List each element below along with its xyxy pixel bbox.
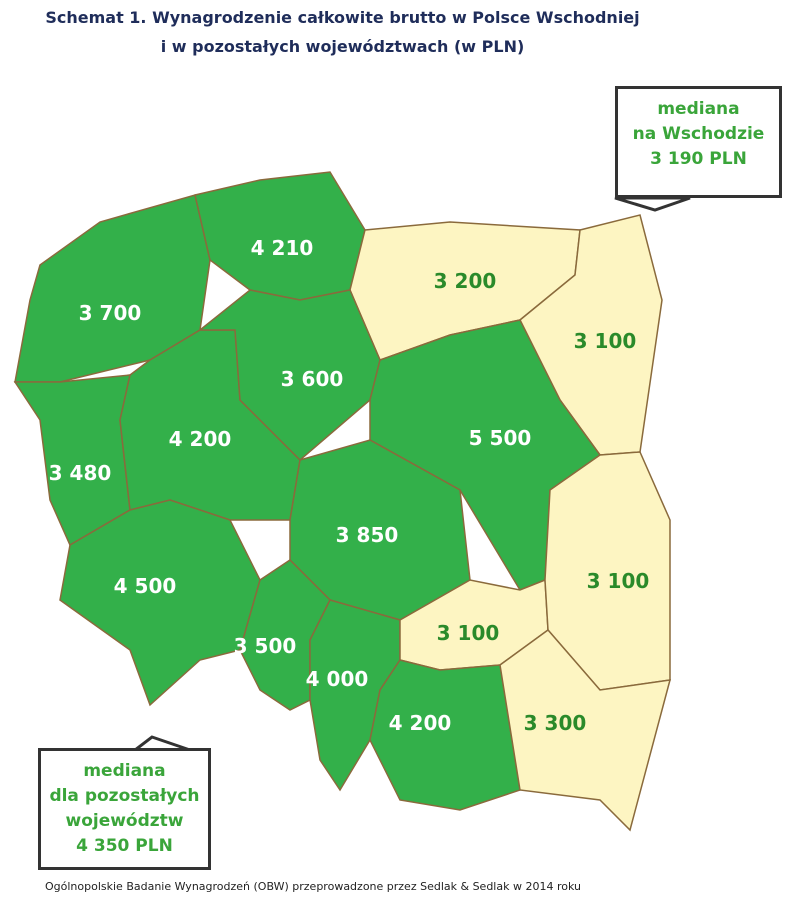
voivodeship-region: 3 100 <box>519 214 663 456</box>
map-title-line-1: Schemat 1. Wynagrodzenie całkowite brutt… <box>45 8 640 27</box>
voivodeship-region: 3 500 <box>234 559 331 711</box>
voivodeship-region: 3 600 <box>197 289 381 462</box>
callout-other-line3: województw <box>65 811 184 831</box>
callout-other-line1: mediana <box>83 761 166 781</box>
voivodeship-salary-label: 4 000 <box>306 667 369 691</box>
callout-east-value: 3 190 PLN <box>650 149 747 169</box>
voivodeship-region: 3 300 <box>499 628 672 832</box>
voivodeship-shape <box>499 628 672 832</box>
callout-east-line2: na Wschodzie <box>632 124 765 144</box>
callout-other-value: 4 350 PLN <box>76 836 173 856</box>
voivodeship-salary-label: 3 480 <box>49 461 112 485</box>
callout-east-median: mediana na Wschodzie 3 190 PLN <box>615 86 782 198</box>
voivodeship-salary-label: 3 100 <box>587 569 650 593</box>
voivodeship-salary-label: 3 600 <box>281 367 344 391</box>
callout-other-median: mediana dla pozostałych województw 4 350… <box>38 748 211 870</box>
voivodeship-region: 4 000 <box>306 599 401 792</box>
voivodeship-salary-label: 3 100 <box>437 621 500 645</box>
voivodeship-salary-label: 3 100 <box>574 329 637 353</box>
voivodeship-region: 4 200 <box>119 329 301 521</box>
voivodeship-region: 3 850 <box>289 439 471 621</box>
voivodeship-region: 3 480 <box>13 374 131 547</box>
source-footer: Ogólnopolskie Badanie Wynagrodzeń (OBW) … <box>45 880 581 893</box>
voivodeship-region: 4 500 <box>59 499 261 707</box>
voivodeship-salary-label: 3 700 <box>79 301 142 325</box>
voivodeship-region: 4 200 <box>369 659 521 811</box>
voivodeship-region: 3 200 <box>349 221 581 361</box>
voivodeship-salary-label: 4 200 <box>169 427 232 451</box>
voivodeship-salary-label: 4 500 <box>114 574 177 598</box>
map-title-line-2: i w pozostałych województwach (w PLN) <box>160 37 525 56</box>
voivodeship-salary-label: 5 500 <box>469 426 532 450</box>
voivodeship-salary-label: 3 850 <box>336 523 399 547</box>
voivodeship-shape <box>369 659 521 811</box>
voivodeship-salary-label: 4 210 <box>251 236 314 260</box>
voivodeship-salary-label: 3 300 <box>524 711 587 735</box>
voivodeship-region: 4 210 <box>194 171 366 301</box>
callout-east-tail <box>614 196 691 212</box>
voivodeship-salary-label: 3 500 <box>234 634 297 658</box>
voivodeship-region: 3 100 <box>544 451 671 691</box>
voivodeship-region: 3 700 <box>14 194 211 383</box>
callout-other-line2: dla pozostałych <box>49 786 200 806</box>
callout-east-line1: mediana <box>657 99 740 119</box>
voivodeship-salary-label: 3 200 <box>434 269 497 293</box>
voivodeship-salary-label: 4 200 <box>389 711 452 735</box>
